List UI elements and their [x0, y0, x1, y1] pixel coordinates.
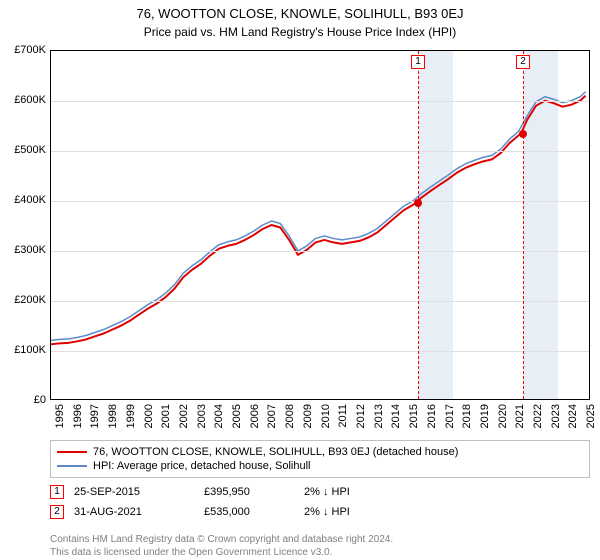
chart-title: 76, WOOTTON CLOSE, KNOWLE, SOLIHULL, B93…	[0, 0, 600, 21]
x-tick-label: 2018	[461, 404, 473, 428]
sale-date: 25-SEP-2015	[74, 486, 194, 498]
x-tick-label: 2011	[337, 404, 349, 428]
y-tick-label: £600K	[14, 94, 46, 106]
legend-box: 76, WOOTTON CLOSE, KNOWLE, SOLIHULL, B93…	[50, 440, 590, 478]
x-tick-label: 2008	[284, 404, 296, 428]
x-tick-label: 2002	[178, 404, 190, 428]
sale-badge: 2	[516, 55, 530, 69]
sale-price: £395,950	[204, 486, 294, 498]
sale-row: 2 31-AUG-2021 £535,000 2% ↓ HPI	[50, 505, 590, 519]
x-tick-label: 2013	[373, 404, 385, 428]
footer-attribution: Contains HM Land Registry data © Crown c…	[50, 533, 590, 559]
svg-layer	[51, 51, 589, 399]
x-tick-label: 1995	[54, 404, 66, 428]
x-tick-label: 2005	[231, 404, 243, 428]
x-tick-label: 2016	[426, 404, 438, 428]
series-hpi	[51, 92, 585, 341]
chart-subtitle: Price paid vs. HM Land Registry's House …	[0, 21, 600, 45]
footer-line2: This data is licensed under the Open Gov…	[50, 546, 590, 559]
x-tick-label: 1999	[125, 404, 137, 428]
legend-row: 76, WOOTTON CLOSE, KNOWLE, SOLIHULL, B93…	[57, 445, 583, 459]
x-tick-label: 2004	[213, 404, 225, 428]
y-gridline	[51, 101, 589, 102]
series-subject_property	[51, 96, 585, 345]
x-tick-label: 2019	[479, 404, 491, 428]
x-tick-label: 2012	[355, 404, 367, 428]
sale-badge: 1	[411, 55, 425, 69]
x-tick-label: 2025	[585, 404, 597, 428]
sale-dot	[414, 199, 422, 207]
sale-vline	[523, 51, 524, 399]
y-tick-label: £500K	[14, 144, 46, 156]
x-tick-label: 1996	[72, 404, 84, 428]
y-gridline	[51, 201, 589, 202]
sale-change: 2% ↓ HPI	[304, 486, 590, 498]
sale-row-badge: 2	[50, 505, 64, 519]
y-gridline	[51, 351, 589, 352]
y-tick-label: £0	[34, 394, 46, 406]
footer-line1: Contains HM Land Registry data © Crown c…	[50, 533, 590, 546]
y-tick-label: £100K	[14, 344, 46, 356]
x-tick-label: 2017	[444, 404, 456, 428]
sale-row-badge: 1	[50, 485, 64, 499]
x-tick-label: 2020	[497, 404, 509, 428]
x-tick-label: 2021	[514, 404, 526, 428]
sale-price: £535,000	[204, 506, 294, 518]
x-tick-label: 2009	[302, 404, 314, 428]
sale-change: 2% ↓ HPI	[304, 506, 590, 518]
x-tick-label: 2014	[390, 404, 402, 428]
x-tick-label: 2006	[249, 404, 261, 428]
sale-row: 1 25-SEP-2015 £395,950 2% ↓ HPI	[50, 485, 590, 499]
x-tick-label: 2023	[550, 404, 562, 428]
legend-swatch	[57, 451, 87, 453]
y-tick-label: £400K	[14, 194, 46, 206]
x-tick-label: 2015	[408, 404, 420, 428]
sale-dot	[519, 130, 527, 138]
y-tick-label: £700K	[14, 44, 46, 56]
legend-label: HPI: Average price, detached house, Soli…	[93, 460, 311, 472]
x-tick-label: 1997	[89, 404, 101, 428]
legend-swatch	[57, 465, 87, 467]
x-tick-label: 2024	[567, 404, 579, 428]
y-gridline	[51, 151, 589, 152]
x-tick-label: 2022	[532, 404, 544, 428]
x-tick-label: 2000	[143, 404, 155, 428]
legend-label: 76, WOOTTON CLOSE, KNOWLE, SOLIHULL, B93…	[93, 446, 458, 458]
x-tick-label: 2001	[160, 404, 172, 428]
y-gridline	[51, 301, 589, 302]
plot-area: 12	[50, 50, 590, 400]
x-tick-label: 2007	[266, 404, 278, 428]
x-tick-label: 1998	[107, 404, 119, 428]
sale-date: 31-AUG-2021	[74, 506, 194, 518]
y-tick-label: £300K	[14, 244, 46, 256]
legend-row: HPI: Average price, detached house, Soli…	[57, 459, 583, 473]
x-tick-label: 2010	[320, 404, 332, 428]
sale-vline	[418, 51, 419, 399]
y-gridline	[51, 251, 589, 252]
x-tick-label: 2003	[196, 404, 208, 428]
chart-container: 76, WOOTTON CLOSE, KNOWLE, SOLIHULL, B93…	[0, 0, 600, 560]
y-tick-label: £200K	[14, 294, 46, 306]
